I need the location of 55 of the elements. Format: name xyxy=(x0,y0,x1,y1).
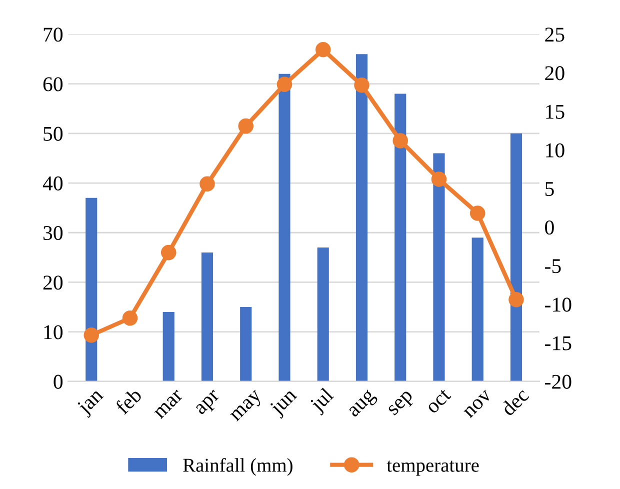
y-tick-label: 10 xyxy=(44,325,63,340)
bar xyxy=(433,153,445,382)
bar xyxy=(510,133,522,382)
bar xyxy=(201,252,214,382)
x-tick-label: nov xyxy=(463,390,492,418)
y2-tick-label: -20 xyxy=(545,374,572,389)
y2-tick-label: 5 xyxy=(545,182,554,196)
x-tick-label: apr xyxy=(194,390,224,418)
point xyxy=(238,118,254,134)
point xyxy=(392,133,408,148)
x-tick-label: oct xyxy=(426,388,452,414)
x-tick-label: sep xyxy=(388,390,416,419)
point xyxy=(315,42,331,58)
bar xyxy=(394,94,406,382)
y-tick-label: 60 xyxy=(43,77,63,92)
y-tick-label: 70 xyxy=(44,28,63,42)
y2-tick-label: 15 xyxy=(546,104,564,119)
y-tick-label: 40 xyxy=(42,176,63,190)
point xyxy=(200,176,215,192)
x-tick-label: jun xyxy=(268,386,300,419)
y2-tick-label: 20 xyxy=(545,66,564,80)
point xyxy=(470,206,486,221)
point xyxy=(84,327,100,343)
y-tick-label: 50 xyxy=(44,126,63,141)
x-tick-label: feb xyxy=(114,386,143,416)
legend-label: Rainfall (mm) xyxy=(183,458,292,476)
y-tick-label: 0 xyxy=(54,374,63,389)
x-tick-label: jan xyxy=(76,386,107,418)
bar xyxy=(240,307,252,382)
bar xyxy=(472,238,484,382)
y2-tick-label: 10 xyxy=(546,143,564,158)
point xyxy=(160,244,176,260)
x-tick-label: jul xyxy=(308,386,338,416)
legend-label: temperature xyxy=(386,460,479,476)
bar xyxy=(278,74,290,382)
point xyxy=(122,310,138,326)
bar xyxy=(162,312,174,382)
y2-tick-label: 0 xyxy=(545,220,554,235)
x-tick-label: aug xyxy=(348,389,379,420)
x-tick-label: may xyxy=(230,390,266,425)
point xyxy=(431,172,447,187)
point xyxy=(354,78,370,93)
bar xyxy=(356,54,368,382)
y2-tick-label: -5 xyxy=(545,259,561,274)
y2-tick-label: -15 xyxy=(545,336,572,350)
y2-tick-label: 25 xyxy=(545,28,564,42)
bar xyxy=(86,198,98,382)
y2-tick-label: -10 xyxy=(545,298,572,312)
x-tick-label: dec xyxy=(500,386,530,417)
y-tick-label: 30 xyxy=(44,226,63,240)
point xyxy=(276,76,292,92)
y-tick-label: 20 xyxy=(43,276,63,290)
x-tick-label: mar xyxy=(154,390,184,420)
point xyxy=(508,292,524,308)
bar xyxy=(317,248,329,382)
